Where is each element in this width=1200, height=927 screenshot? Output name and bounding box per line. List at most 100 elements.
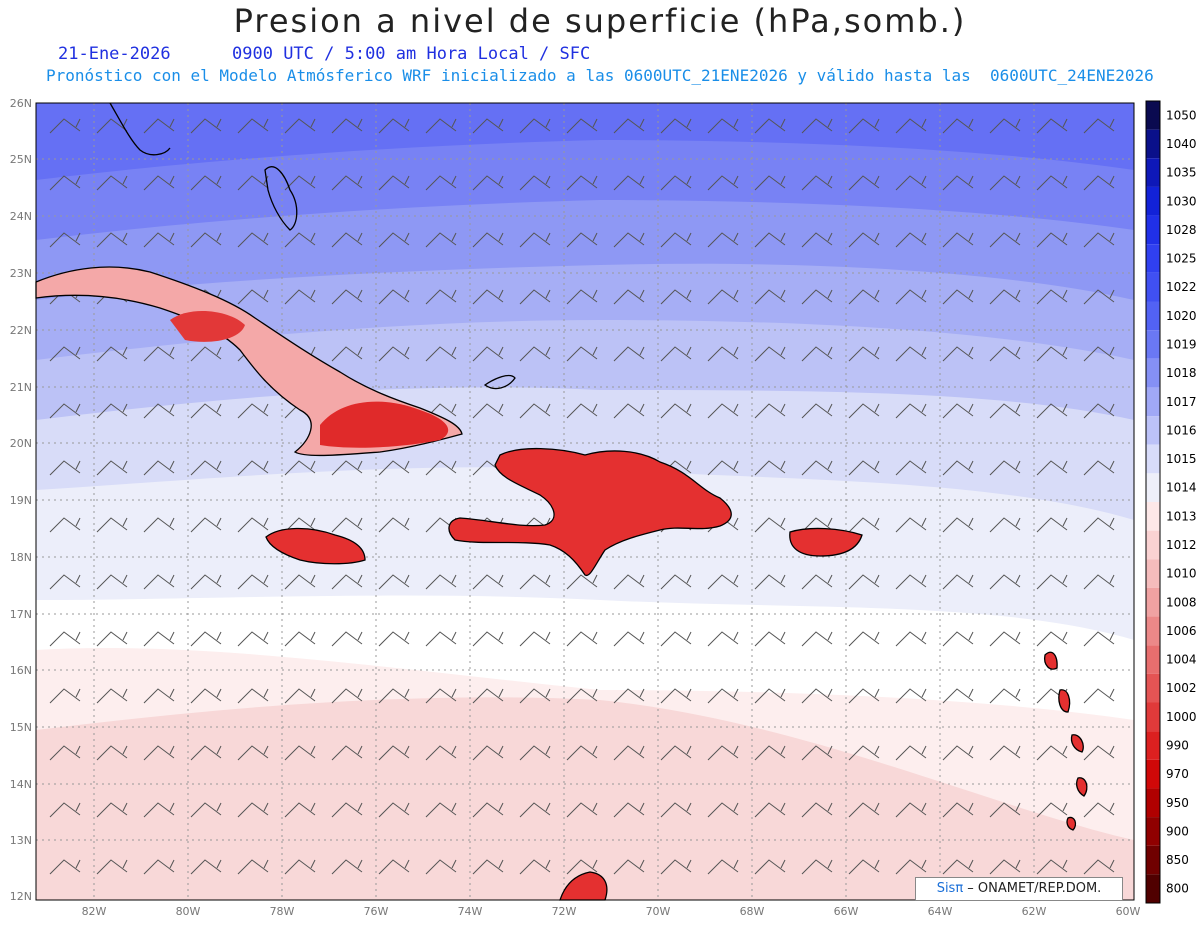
wind-barb (707, 574, 739, 590)
colorbar-label: 1019 (1166, 337, 1197, 351)
wind-barb (472, 118, 504, 134)
lon-label: 80W (176, 905, 201, 918)
wind-barb (331, 118, 363, 134)
wind-barb (613, 745, 645, 761)
lat-label: 15N (10, 721, 32, 734)
wind-barb (425, 859, 457, 875)
valid-time: 0900 UTC / 5:00 am Hora Local / SFC (232, 44, 591, 64)
wind-barb (49, 802, 81, 818)
wind-barb (190, 574, 222, 590)
wind-barb (1083, 688, 1115, 704)
st-vincent-island (1076, 777, 1088, 797)
wind-barb (519, 175, 551, 191)
wind-barb (660, 346, 692, 362)
wind-barb (613, 403, 645, 419)
lon-label: 66W (834, 905, 859, 918)
wind-barb (942, 289, 974, 305)
wind-barb (1036, 346, 1068, 362)
wind-barb (895, 346, 927, 362)
lat-label: 13N (10, 834, 32, 847)
wind-barb (707, 403, 739, 419)
wind-barb (331, 289, 363, 305)
wind-barb (942, 859, 974, 875)
wind-barb (660, 802, 692, 818)
wind-barb (1036, 802, 1068, 818)
wind-barb (942, 802, 974, 818)
wind-barb (1036, 118, 1068, 134)
wind-barb (425, 346, 457, 362)
colorbar-label: 1035 (1166, 166, 1197, 180)
andros-island (264, 166, 298, 231)
wind-barb (425, 232, 457, 248)
colorbar-swatch (1146, 673, 1160, 703)
credit-text: – ONAMET/REP.DOM. (963, 881, 1102, 896)
wind-barb (190, 859, 222, 875)
wind-barb (660, 289, 692, 305)
wind-barb (754, 517, 786, 533)
wind-barb (1083, 289, 1115, 305)
wind-barb (472, 574, 504, 590)
wind-barb (566, 232, 598, 248)
wind-barb (284, 688, 316, 704)
wind-barb (895, 118, 927, 134)
wind-barb (754, 289, 786, 305)
wind-barb (613, 289, 645, 305)
wind-barb (754, 574, 786, 590)
colorbar-label: 970 (1166, 767, 1189, 781)
model-info-line: Pronóstico con el Modelo Atmósferico WRF… (46, 66, 1154, 85)
lat-label: 19N (10, 494, 32, 507)
wind-barb (895, 688, 927, 704)
wind-barb (801, 289, 833, 305)
wind-barb (190, 802, 222, 818)
wind-barb (660, 859, 692, 875)
wind-barb (895, 403, 927, 419)
wind-barb (989, 346, 1021, 362)
wind-barb (190, 688, 222, 704)
wind-barb (1083, 346, 1115, 362)
wind-barb (613, 688, 645, 704)
lat-label: 12N (10, 890, 32, 903)
colorbar-swatch (1146, 645, 1160, 674)
puerto-rico-island (789, 527, 863, 557)
wind-barb (1083, 631, 1115, 647)
wind-barb (754, 745, 786, 761)
wind-barb (895, 631, 927, 647)
wind-barb (660, 631, 692, 647)
wind-barb (378, 460, 410, 476)
lat-label: 22N (10, 324, 32, 337)
wind-barb (378, 859, 410, 875)
wind-barb (284, 232, 316, 248)
lat-label: 24N (10, 210, 32, 223)
colorbar-swatch (1146, 101, 1160, 130)
wind-barb (801, 232, 833, 248)
wind-barb (237, 859, 269, 875)
wind-barb (613, 631, 645, 647)
wind-barb (989, 859, 1021, 875)
martinique-island (1058, 689, 1071, 713)
colorbar-swatch (1146, 473, 1160, 502)
wind-barb (237, 460, 269, 476)
wind-barb (49, 688, 81, 704)
colorbar-swatch (1146, 330, 1160, 359)
wind-barb (989, 460, 1021, 476)
grenada-island (1066, 816, 1077, 831)
wind-barb (331, 346, 363, 362)
colorbar-label: 1028 (1166, 223, 1197, 237)
wind-barb (1083, 232, 1115, 248)
colorbar-label: 1030 (1166, 194, 1197, 208)
wind-barb (190, 631, 222, 647)
wind-barb (284, 802, 316, 818)
wind-barb (942, 175, 974, 191)
wind-barb (519, 859, 551, 875)
lon-label: 68W (740, 905, 765, 918)
lon-label: 82W (82, 905, 107, 918)
wind-barb (942, 688, 974, 704)
colorbar: 1050 1040 1035 1030 1028 1025 1022 1020 1019 1018… (1145, 100, 1197, 904)
colorbar-label: 850 (1166, 853, 1189, 867)
wind-barb (1083, 859, 1115, 875)
lon-label: 76W (364, 905, 389, 918)
wind-barb (566, 289, 598, 305)
colorbar-swatch (1146, 416, 1160, 445)
south-america-coast (559, 871, 608, 901)
wind-barb (49, 232, 81, 248)
